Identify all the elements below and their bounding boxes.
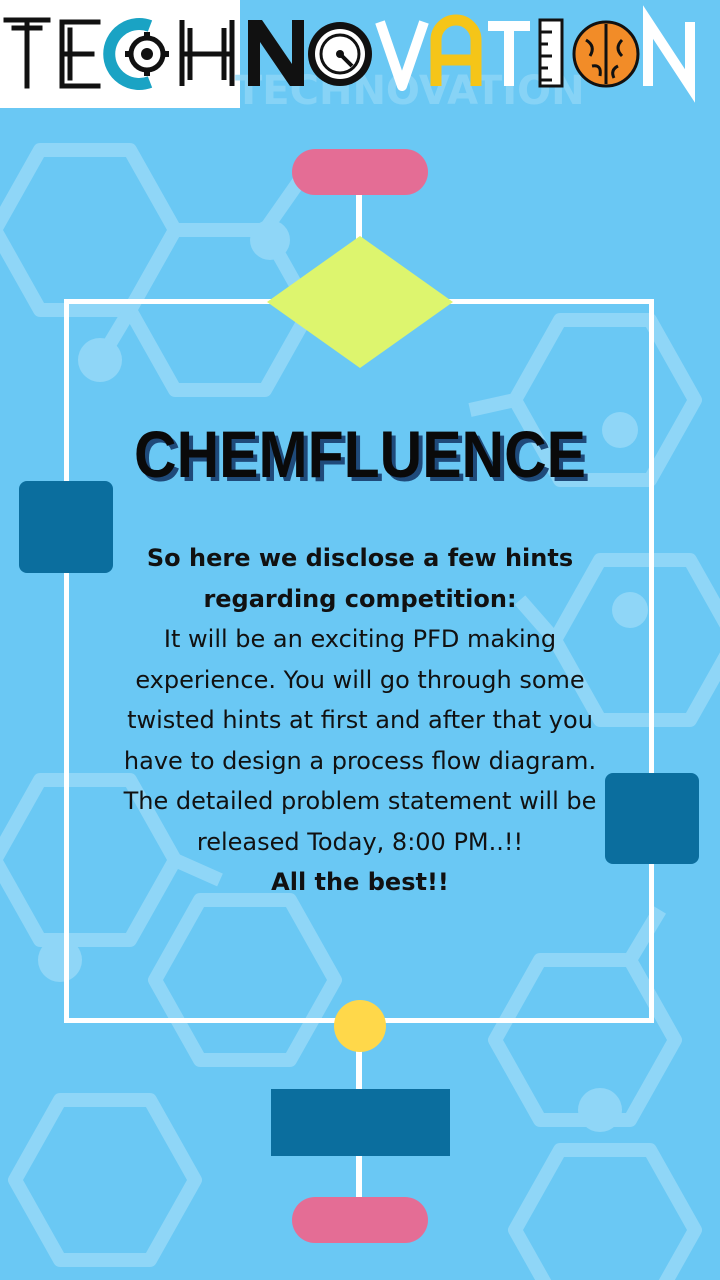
header-logo: TECHNOVATION [0, 0, 720, 108]
page-title: CHEMFLUENCE CHEMFLUENCE [134, 417, 590, 495]
gear-icon [125, 32, 169, 76]
dial-icon [308, 22, 372, 86]
intro-heading: So here we disclose a few hints regardin… [146, 544, 574, 613]
decision-diamond [267, 236, 453, 368]
technovation-logo: TECHNOVATION [3, 5, 695, 108]
connector-circle [334, 1000, 386, 1052]
svg-text:CHEMFLUENCE: CHEMFLUENCE [138, 421, 590, 495]
terminator-pill-top [292, 149, 428, 195]
process-square-left [19, 481, 113, 573]
closing-text: All the best!! [271, 868, 449, 896]
process-rect-bottom [271, 1089, 450, 1156]
brain-icon [572, 20, 640, 88]
hints-text-block: So here we disclose a few hints regardin… [120, 538, 600, 903]
connector-top [356, 190, 362, 240]
release-notice: The detailed problem statement will be r… [123, 787, 597, 856]
ruler-icon [538, 18, 564, 88]
description-text: It will be an exciting PFD making experi… [123, 625, 597, 775]
process-square-right [605, 773, 699, 864]
terminator-pill-bottom [292, 1197, 428, 1243]
svg-text:CHEMFLUENCE: CHEMFLUENCE [134, 417, 586, 491]
